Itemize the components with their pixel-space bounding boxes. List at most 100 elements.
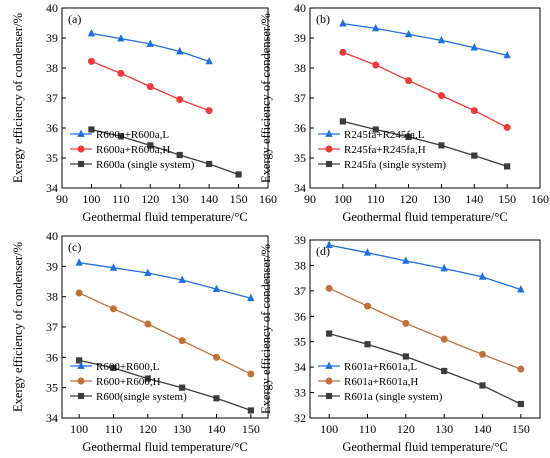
data-point <box>517 400 524 408</box>
data-point <box>144 375 151 382</box>
legend-entry-label: R245fa+R245fa,L <box>344 129 425 141</box>
x-tick-label: 130 <box>173 422 191 436</box>
series-line <box>342 51 508 128</box>
panel-label: (c) <box>68 240 81 254</box>
data-point <box>402 256 410 264</box>
legend-entry-label: R600(single system) <box>96 391 187 403</box>
x-tick-label: 140 <box>474 422 492 436</box>
data-point <box>146 83 154 91</box>
y-tick-label: 38 <box>46 61 58 75</box>
data-point <box>372 23 380 32</box>
data-point <box>147 142 154 149</box>
legend-marker <box>77 145 85 153</box>
data-point <box>363 248 372 256</box>
series-line <box>342 120 508 168</box>
x-tick-label: 140 <box>200 192 218 206</box>
data-point <box>213 353 221 361</box>
data-point <box>146 39 154 47</box>
data-point <box>205 107 213 115</box>
legend-entry-label: R601a+R601a,L <box>344 361 417 373</box>
y-tick-label: 35 <box>46 381 58 395</box>
x-tick-label: 120 <box>139 422 157 436</box>
data-point <box>88 126 95 133</box>
data-point <box>441 367 448 375</box>
x-axis-label: Geothermal fluid temperature/°C <box>82 210 247 224</box>
x-axis-label: Geothermal fluid temperature/°C <box>82 440 247 454</box>
legend-marker <box>325 377 333 385</box>
legend-marker <box>325 129 333 137</box>
y-tick-label: 40 <box>46 229 58 243</box>
legend-entry-label: R600+R600,H <box>96 376 161 388</box>
data-point <box>235 171 242 178</box>
data-point <box>504 163 511 170</box>
panel-label: (a) <box>68 12 81 26</box>
data-point <box>110 364 117 372</box>
x-tick-label: 110 <box>367 192 385 206</box>
data-point <box>470 43 478 51</box>
data-point <box>178 275 186 283</box>
data-point <box>205 56 213 65</box>
data-point <box>75 258 83 266</box>
data-point <box>339 48 347 56</box>
x-tick-label: 130 <box>432 192 450 206</box>
y-tick-label: 34 <box>46 411 58 425</box>
y-tick-label: 38 <box>294 61 306 75</box>
x-axis-label: Geothermal fluid temperature/°C <box>342 210 507 224</box>
legend-entry-label: R600a+R600a,L <box>96 129 169 141</box>
data-point <box>76 357 83 364</box>
plot-frame <box>309 239 541 419</box>
series-line <box>91 128 239 176</box>
panel-label: (b) <box>316 12 330 26</box>
data-point <box>325 240 333 248</box>
legend-entry-label: R601a+R601a,H <box>344 376 418 388</box>
data-point <box>117 133 124 140</box>
data-point <box>402 319 410 327</box>
data-point <box>117 34 125 42</box>
y-tick-label: 39 <box>294 233 306 247</box>
x-tick-label: 110 <box>359 422 377 436</box>
x-tick-label: 150 <box>498 192 516 206</box>
data-point <box>405 133 412 141</box>
y-tick-label: 37 <box>46 320 58 334</box>
legend-marker <box>77 377 85 385</box>
chart-panel-3: 100 110 120 130 140 150 34 35 36 37 38 39 40 Geotherm… <box>11 229 269 454</box>
data-point <box>87 57 95 65</box>
x-tick-label: 90 <box>304 192 316 206</box>
data-point <box>363 302 371 310</box>
data-point <box>437 92 445 100</box>
data-point <box>176 96 184 104</box>
data-point <box>440 335 448 343</box>
y-axis-label: Exergy efficiency of condenser/% <box>11 242 25 412</box>
data-point <box>478 272 487 280</box>
data-point <box>206 160 213 168</box>
legend-marker <box>77 160 85 168</box>
x-tick-label: 150 <box>230 192 248 206</box>
y-tick-label: 38 <box>294 258 306 272</box>
series-line <box>342 22 508 57</box>
x-tick-label: 150 <box>242 422 260 436</box>
x-tick-label: 100 <box>334 192 352 206</box>
x-tick-label: 120 <box>141 192 159 206</box>
data-point <box>503 123 511 131</box>
chart-panel-2: 90 100 110 120 130 140 150 160 34 35 36 37 38 39 40 Geo… <box>259 1 549 224</box>
data-point <box>75 289 83 297</box>
data-point <box>213 395 220 402</box>
data-point <box>437 35 446 44</box>
data-point <box>247 407 254 414</box>
y-tick-label: 39 <box>46 259 58 273</box>
data-point <box>176 151 183 159</box>
x-tick-label: 130 <box>171 192 189 206</box>
series-line <box>329 332 522 405</box>
legend-entry-label: R600a (single system) <box>96 159 195 171</box>
y-tick-label: 40 <box>46 1 58 15</box>
data-point <box>405 77 413 85</box>
legend-marker <box>77 361 85 369</box>
y-tick-label: 39 <box>46 31 58 45</box>
data-point <box>117 69 125 77</box>
data-point <box>471 152 478 159</box>
y-tick-label: 37 <box>294 284 306 298</box>
y-tick-label: 34 <box>294 360 306 374</box>
data-point <box>517 285 525 293</box>
data-point <box>326 330 333 337</box>
